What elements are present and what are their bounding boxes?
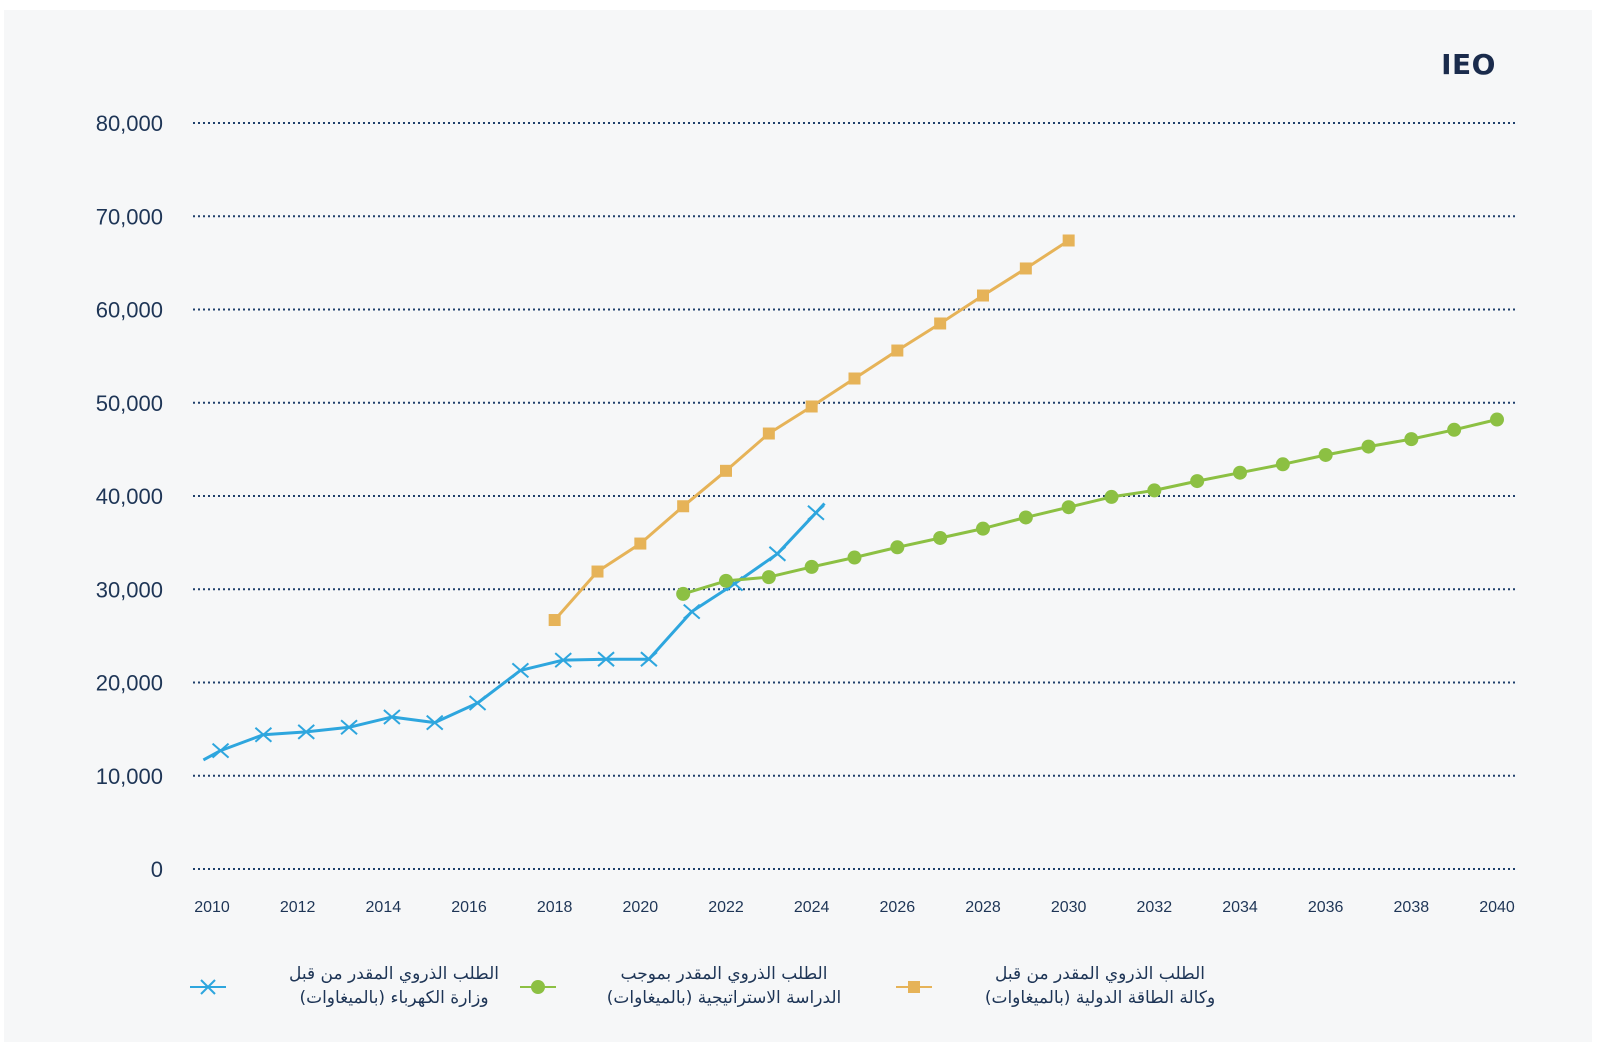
- data-point-circle: [1404, 432, 1419, 447]
- series-1: [676, 412, 1504, 601]
- brand-logo: IEO: [1441, 48, 1496, 81]
- x-tick-label: 2024: [794, 899, 830, 916]
- legend-label-strategic-study: الطلب الذروي المقدر بموجب الدراسة الاستر…: [606, 964, 842, 1008]
- data-point-circle: [1361, 439, 1376, 454]
- data-point-circle: [761, 570, 776, 585]
- y-tick-label: 0: [151, 857, 163, 882]
- x-tick-label: 2010: [194, 899, 230, 916]
- data-point-square: [891, 344, 904, 357]
- data-point-square: [1062, 234, 1075, 247]
- y-tick-label: 80,000: [96, 111, 163, 136]
- x-tick-label: 2028: [965, 899, 1001, 916]
- data-point-circle: [1104, 489, 1119, 504]
- data-point-circle: [1190, 474, 1205, 489]
- x-tick-label: 2012: [280, 899, 316, 916]
- x-tick-label: 2040: [1479, 899, 1515, 916]
- data-point-circle: [1490, 412, 1504, 427]
- data-point-circle: [1061, 500, 1076, 515]
- data-point-x: [511, 662, 530, 679]
- data-point-square: [548, 614, 561, 627]
- data-point-x: [768, 546, 787, 562]
- y-tick-label: 10,000: [96, 764, 163, 789]
- data-point-circle: [1018, 510, 1033, 525]
- x-tick-label: 2026: [880, 899, 916, 916]
- data-point-square: [977, 289, 989, 302]
- data-point-square: [720, 464, 732, 477]
- data-point-circle: [976, 521, 990, 536]
- data-point-square: [677, 500, 690, 513]
- series-line: [682, 418, 1498, 596]
- series-0: [202, 502, 826, 762]
- y-tick-label: 60,000: [96, 298, 163, 323]
- data-point-circle: [847, 550, 862, 565]
- data-point-circle: [1447, 422, 1462, 437]
- data-point-circle: [804, 559, 819, 574]
- data-point-x: [468, 695, 487, 711]
- y-tick-label: 50,000: [96, 391, 163, 416]
- data-point-x: [683, 603, 701, 620]
- x-tick-label: 2034: [1222, 899, 1258, 916]
- data-point-x: [254, 726, 273, 743]
- x-tick-label: 2020: [623, 899, 659, 916]
- data-point-x: [211, 742, 230, 759]
- x-tick-label: 2032: [1137, 899, 1173, 916]
- data-point-square: [848, 372, 861, 385]
- data-point-square: [591, 565, 604, 578]
- data-point-x: [807, 505, 825, 521]
- data-point-square: [762, 427, 775, 440]
- legend-marker-square-icon: [896, 981, 932, 993]
- y-tick-label: 20,000: [96, 671, 163, 696]
- legend-marker-circle-icon: [520, 980, 556, 994]
- y-tick-label: 30,000: [96, 577, 163, 602]
- data-point-circle: [1233, 465, 1247, 480]
- series-2: [548, 234, 1075, 627]
- chart-legend: الطلب الذروي المقدر من قبل وزارة الكهربا…: [190, 962, 1590, 1032]
- data-point-square: [805, 400, 818, 413]
- data-point-circle: [1147, 483, 1162, 498]
- x-tick-label: 2014: [366, 899, 402, 916]
- data-point-circle: [676, 586, 691, 601]
- x-tick-label: 2018: [537, 899, 573, 916]
- series-line: [202, 502, 826, 762]
- data-point-x: [383, 709, 401, 725]
- x-tick-label: 2022: [708, 899, 744, 916]
- data-point-circle: [719, 573, 733, 588]
- data-point-square: [1019, 262, 1032, 275]
- x-tick-label: 2030: [1051, 899, 1087, 916]
- data-point-x: [340, 719, 358, 736]
- legend-label-iea: الطلب الذروي المقدر من قبل وكالة الطاقة …: [984, 964, 1216, 1008]
- data-point-square: [634, 537, 647, 550]
- data-point-circle: [890, 540, 905, 555]
- data-point-x: [554, 652, 572, 668]
- legend-marker-x-icon: [190, 979, 226, 995]
- data-point-x: [426, 714, 444, 731]
- data-point-circle: [933, 530, 948, 545]
- y-tick-label: 40,000: [96, 484, 163, 509]
- data-point-x: [597, 651, 615, 667]
- data-point-circle: [1318, 447, 1333, 462]
- x-tick-label: 2016: [451, 899, 487, 916]
- x-tick-label: 2036: [1308, 899, 1344, 916]
- legend-label-ministry: الطلب الذروي المقدر من قبل وزارة الكهربا…: [289, 964, 499, 1008]
- data-point-circle: [1275, 457, 1290, 472]
- data-point-x: [640, 651, 658, 667]
- y-tick-label: 70,000: [96, 204, 163, 229]
- data-point-x: [297, 724, 315, 740]
- data-point-square: [934, 317, 947, 330]
- x-tick-label: 2038: [1394, 899, 1430, 916]
